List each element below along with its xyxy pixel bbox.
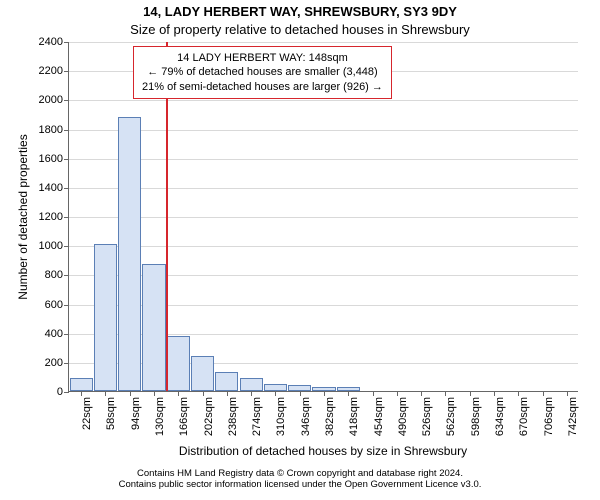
grid-line [69,246,578,247]
annotation-line: 14 LADY HERBERT WAY: 148sqm [142,51,383,65]
y-tick-label: 400 [45,328,69,340]
chart-title-main: 14, LADY HERBERT WAY, SHREWSBURY, SY3 9D… [0,4,600,19]
x-tick-label: 346sqm [300,397,312,436]
grid-line [69,159,578,160]
y-tick-label: 2200 [39,65,69,77]
x-tick-label: 94sqm [130,397,142,430]
histogram-bar [142,264,165,391]
x-tick-label: 418sqm [348,397,360,436]
histogram-bar [94,244,117,391]
y-tick-label: 1400 [39,182,69,194]
x-tick-mark [397,391,398,396]
annotation-line: ← 79% of detached houses are smaller (3,… [142,65,383,79]
x-tick-mark [373,391,374,396]
chart-footer: Contains HM Land Registry data © Crown c… [0,468,600,491]
x-tick-label: 238sqm [227,397,239,436]
x-tick-label: 274sqm [251,397,263,436]
y-tick-label: 1200 [39,211,69,223]
histogram-bar [167,336,190,391]
x-tick-mark [518,391,519,396]
y-tick-label: 1800 [39,124,69,136]
x-tick-mark [251,391,252,396]
histogram-bar [215,372,238,391]
footer-line-1: Contains HM Land Registry data © Crown c… [0,468,600,479]
x-tick-label: 22sqm [81,397,93,430]
x-tick-label: 598sqm [470,397,482,436]
x-tick-label: 130sqm [154,397,166,436]
x-tick-label: 382sqm [324,397,336,436]
histogram-bar [264,384,287,391]
x-tick-label: 454sqm [373,397,385,436]
histogram-bar [191,356,214,391]
annotation-box: 14 LADY HERBERT WAY: 148sqm← 79% of deta… [133,46,392,99]
x-axis-label: Distribution of detached houses by size … [179,444,467,458]
x-tick-label: 634sqm [494,397,506,436]
x-tick-mark [130,391,131,396]
x-tick-label: 706sqm [543,397,555,436]
histogram-bar [70,378,93,391]
x-tick-mark [348,391,349,396]
x-tick-label: 166sqm [178,397,190,436]
y-tick-label: 600 [45,299,69,311]
chart-title-sub: Size of property relative to detached ho… [0,22,600,37]
x-tick-mark [494,391,495,396]
x-tick-mark [300,391,301,396]
y-tick-label: 2400 [39,36,69,48]
annotation-line: 21% of semi-detached houses are larger (… [142,80,383,94]
footer-line-2: Contains public sector information licen… [0,479,600,490]
x-tick-mark [178,391,179,396]
x-tick-mark [470,391,471,396]
x-tick-mark [421,391,422,396]
x-tick-mark [543,391,544,396]
x-tick-mark [105,391,106,396]
y-tick-label: 2000 [39,94,69,106]
x-tick-mark [81,391,82,396]
y-tick-label: 0 [57,386,69,398]
plot-area: 0200400600800100012001400160018002000220… [68,42,578,392]
x-tick-mark [203,391,204,396]
chart-container: 14, LADY HERBERT WAY, SHREWSBURY, SY3 9D… [0,0,600,500]
y-tick-label: 1600 [39,153,69,165]
x-tick-label: 202sqm [203,397,215,436]
x-tick-mark [567,391,568,396]
x-tick-label: 670sqm [518,397,530,436]
x-tick-label: 490sqm [397,397,409,436]
grid-line [69,217,578,218]
x-tick-label: 562sqm [445,397,457,436]
x-tick-label: 58sqm [105,397,117,430]
y-tick-label: 200 [45,357,69,369]
x-tick-mark [154,391,155,396]
grid-line [69,100,578,101]
x-tick-label: 310sqm [275,397,287,436]
x-tick-label: 742sqm [567,397,579,436]
histogram-bar [240,378,263,391]
x-tick-label: 526sqm [421,397,433,436]
y-tick-label: 800 [45,269,69,281]
x-tick-mark [445,391,446,396]
x-tick-mark [275,391,276,396]
y-axis-label: Number of detached properties [16,134,30,299]
histogram-bar [118,117,141,391]
y-tick-label: 1000 [39,240,69,252]
grid-line [69,130,578,131]
grid-line [69,188,578,189]
x-tick-mark [227,391,228,396]
x-tick-mark [324,391,325,396]
grid-line [69,42,578,43]
